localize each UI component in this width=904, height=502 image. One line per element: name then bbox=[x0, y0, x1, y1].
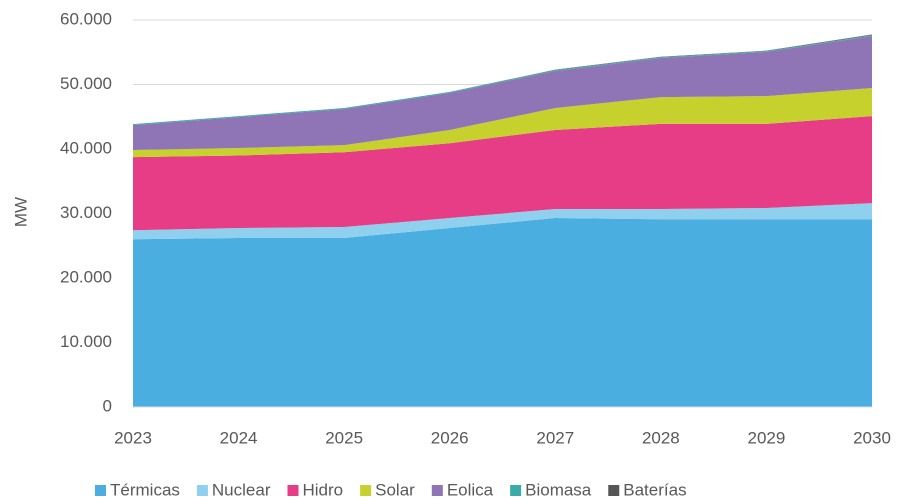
x-tick-label: 2026 bbox=[431, 428, 469, 447]
y-tick-label: 20.000 bbox=[60, 267, 112, 286]
x-tick-label: 2030 bbox=[853, 428, 891, 447]
y-tick-label: 40.000 bbox=[60, 138, 112, 157]
legend-label: Hidro bbox=[303, 480, 344, 499]
legend-swatch bbox=[608, 485, 620, 496]
legend-swatch bbox=[95, 485, 106, 496]
area bbox=[133, 203, 872, 240]
y-tick-label: 30.000 bbox=[60, 203, 112, 222]
y-tick-label: 60.000 bbox=[60, 9, 112, 28]
area bbox=[133, 36, 872, 150]
legend-swatch bbox=[510, 485, 522, 496]
x-tick-label: 2027 bbox=[536, 428, 574, 447]
y-tick-label: 0 bbox=[103, 396, 112, 415]
y-tick-label: 10.000 bbox=[60, 332, 112, 351]
legend-label: Térmicas bbox=[110, 480, 180, 499]
x-tick-label: 2024 bbox=[220, 428, 258, 447]
legend-swatch bbox=[431, 485, 443, 496]
legend-label: Eolica bbox=[447, 480, 494, 499]
legend-label: Baterías bbox=[623, 480, 686, 499]
legend-label: Nuclear bbox=[212, 480, 271, 499]
area bbox=[133, 88, 872, 158]
area bbox=[133, 116, 872, 231]
x-tick-label: 2025 bbox=[325, 428, 363, 447]
legend-label: Biomasa bbox=[525, 480, 592, 499]
legend-swatch bbox=[196, 485, 208, 496]
x-tick-label: 2029 bbox=[748, 428, 786, 447]
x-tick-label: 2023 bbox=[114, 428, 152, 447]
area bbox=[133, 218, 872, 407]
legend-label: Solar bbox=[375, 480, 415, 499]
legend-swatch bbox=[360, 485, 372, 496]
y-axis-label: MW bbox=[11, 197, 30, 227]
legend-swatch bbox=[287, 485, 299, 496]
x-tick-label: 2028 bbox=[642, 428, 680, 447]
y-tick-label: 50.000 bbox=[60, 74, 112, 93]
